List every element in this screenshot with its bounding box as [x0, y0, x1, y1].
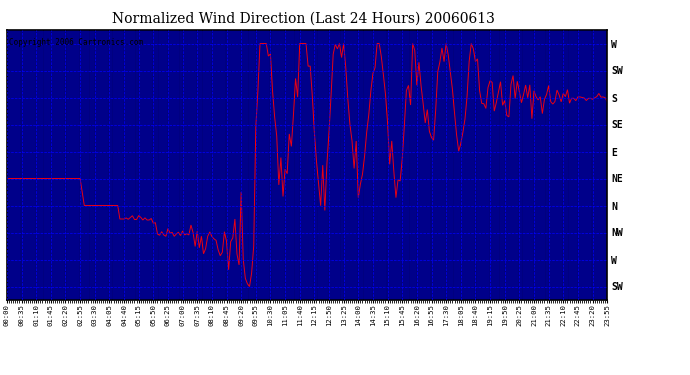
Text: Copyright 2006 Cartronics.com: Copyright 2006 Cartronics.com	[9, 38, 143, 47]
Text: Normalized Wind Direction (Last 24 Hours) 20060613: Normalized Wind Direction (Last 24 Hours…	[112, 11, 495, 25]
